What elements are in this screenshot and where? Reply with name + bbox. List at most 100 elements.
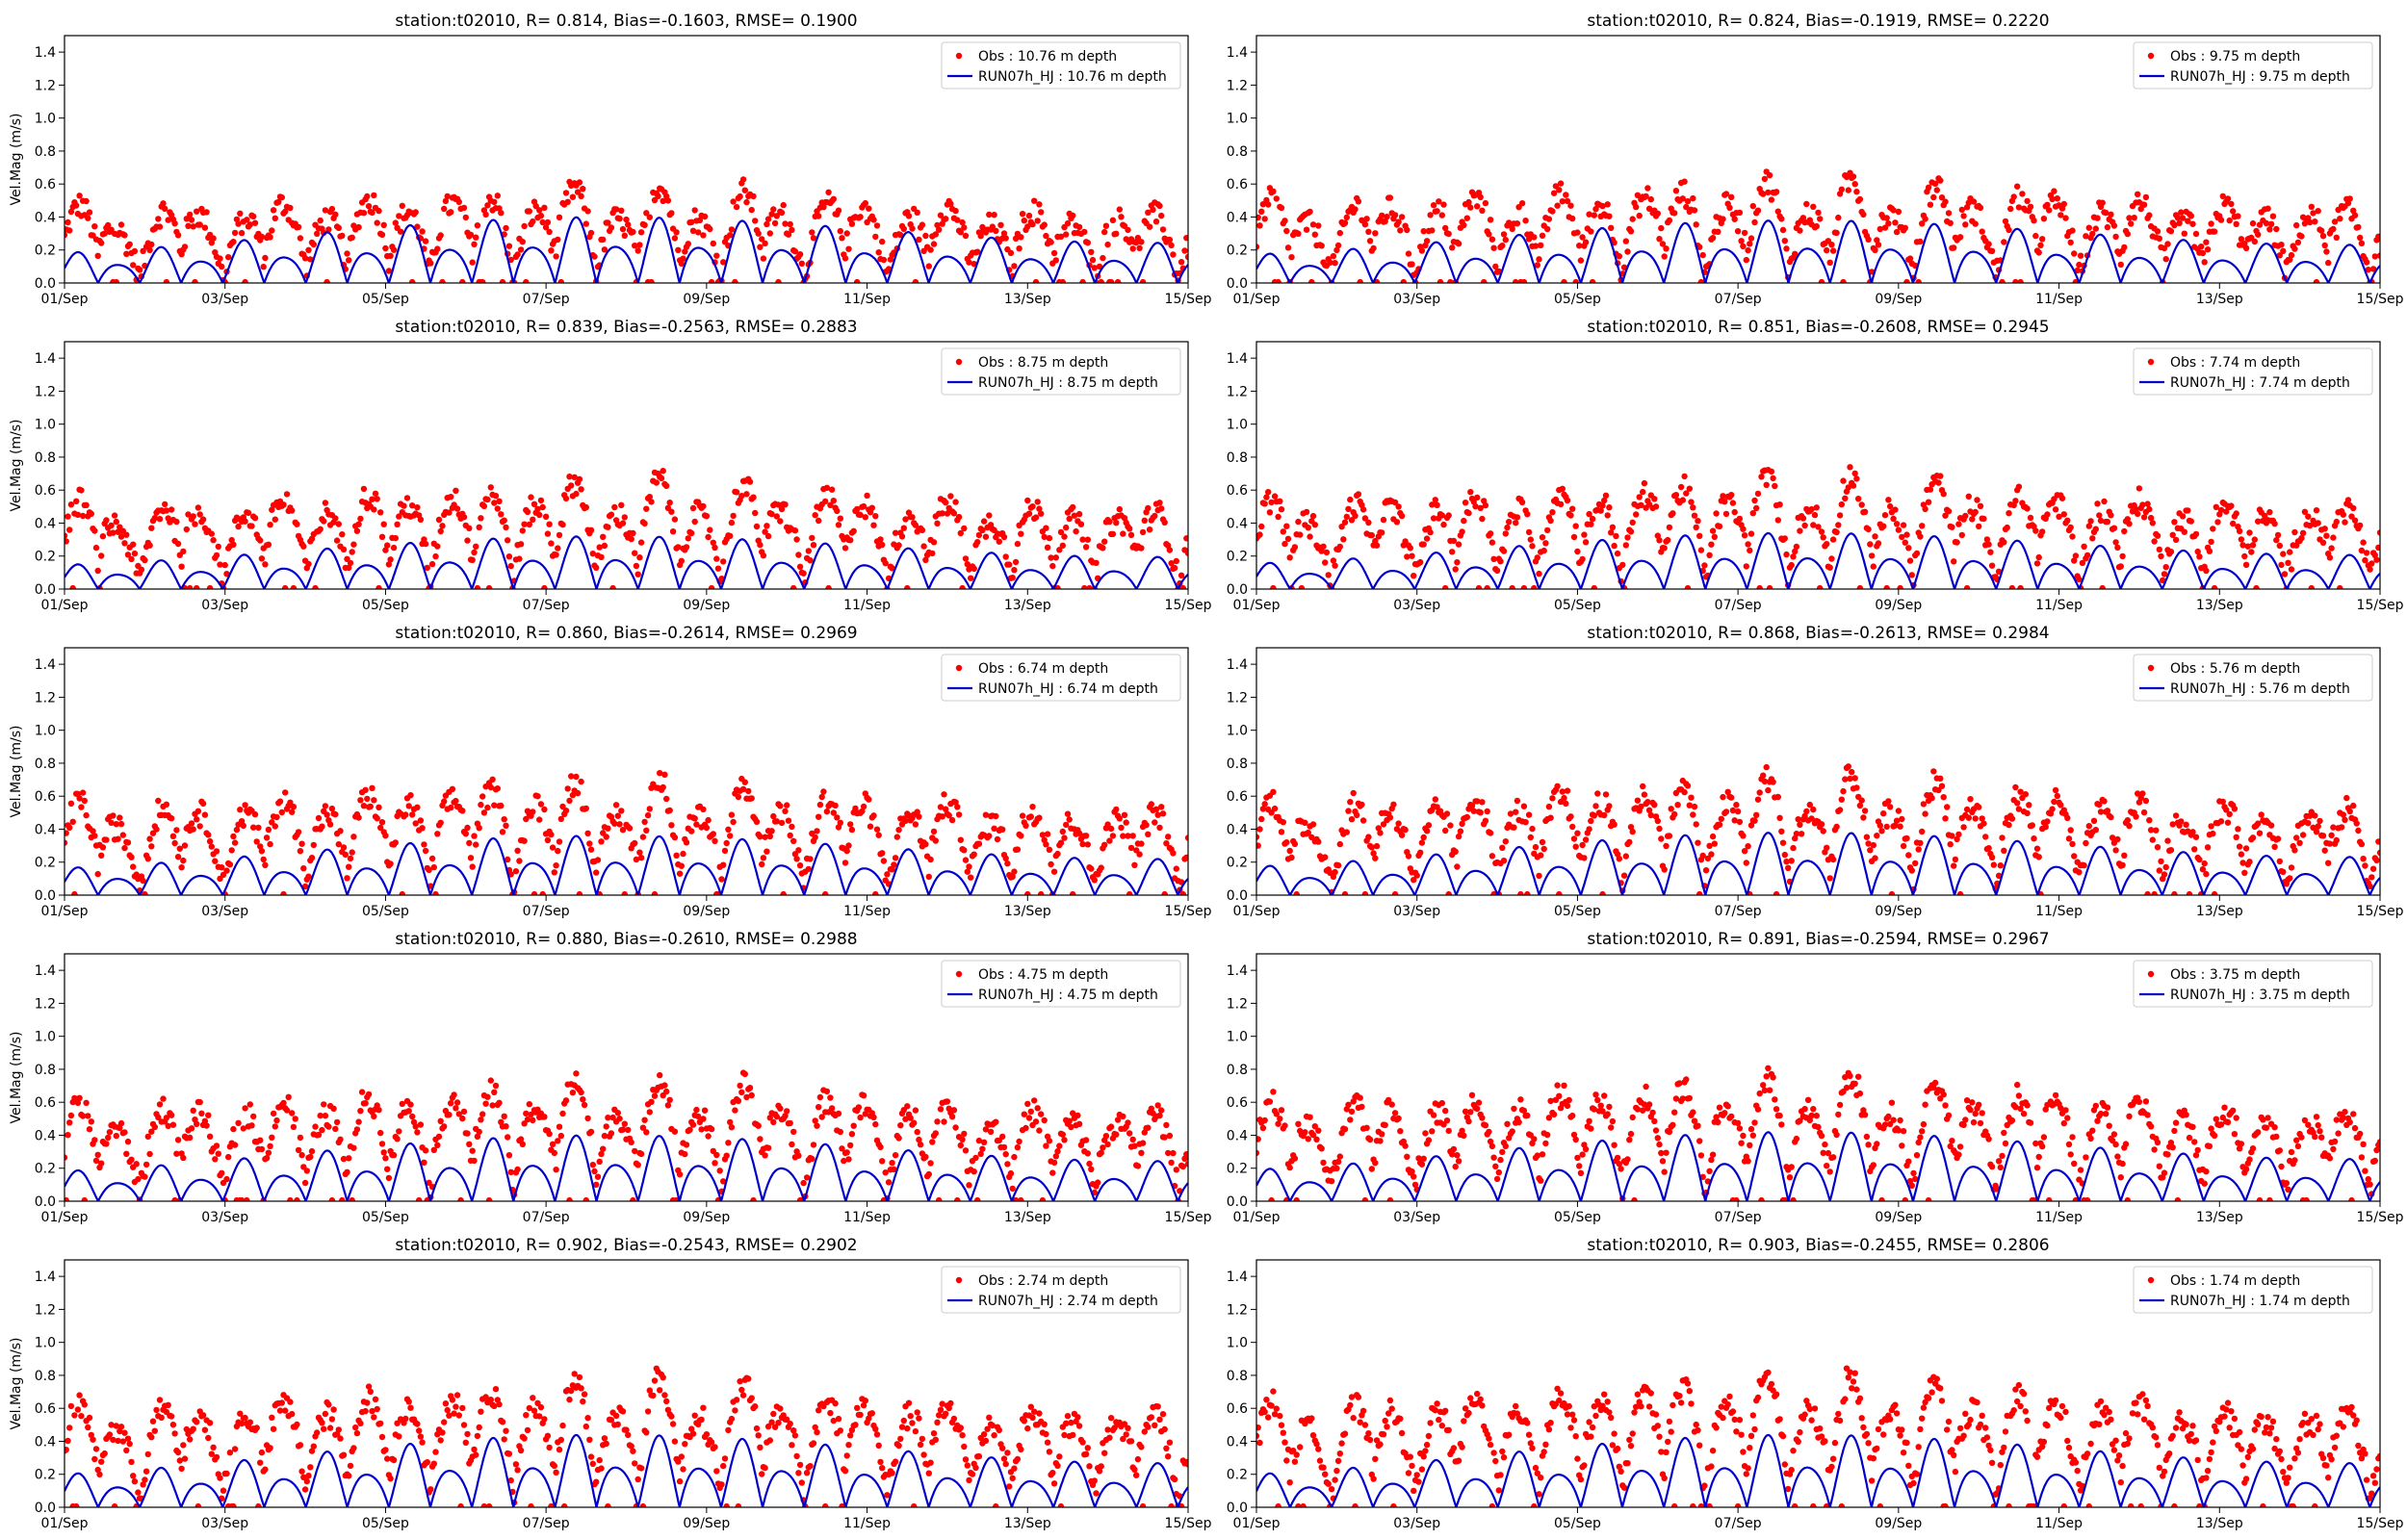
obs-point — [1288, 254, 1295, 261]
obs-point — [1997, 862, 2004, 869]
obs-point — [1579, 234, 1586, 241]
obs-point — [317, 1112, 324, 1119]
obs-point — [1084, 841, 1092, 848]
obs-point — [1691, 207, 1698, 214]
obs-point — [2373, 857, 2380, 863]
obs-point — [377, 824, 384, 832]
obs-point — [641, 1116, 648, 1123]
x-tick-label: 03/Sep — [201, 904, 248, 919]
obs-point — [666, 1096, 673, 1104]
obs-point — [407, 1101, 414, 1108]
model-line — [1256, 531, 2380, 589]
obs-point — [1606, 803, 1613, 809]
obs-point — [634, 1162, 641, 1168]
x-tick-label: 05/Sep — [1554, 598, 1601, 613]
x-tick-label: 13/Sep — [1004, 904, 1051, 919]
obs-point — [2253, 584, 2260, 589]
obs-point — [1793, 831, 1800, 837]
obs-point — [912, 522, 919, 528]
x-tick-label: 05/Sep — [362, 904, 409, 919]
obs-point — [2375, 838, 2380, 845]
obs-point — [683, 1142, 690, 1148]
obs-point — [1168, 560, 1175, 567]
obs-point — [1363, 216, 1370, 222]
axes-frame — [1255, 35, 2381, 284]
obs-point — [183, 526, 190, 533]
obs-point — [148, 525, 155, 531]
obs-point — [251, 219, 259, 226]
obs-point — [346, 564, 352, 572]
obs-point — [1987, 549, 1994, 555]
obs-point — [2313, 829, 2320, 835]
obs-point — [1895, 526, 1902, 533]
obs-point — [872, 1120, 879, 1128]
obs-point — [993, 812, 999, 820]
obs-point — [1347, 496, 1354, 503]
obs-point — [2255, 518, 2262, 525]
obs-point — [664, 197, 672, 204]
obs-point — [1858, 797, 1865, 804]
obs-point — [1347, 799, 1354, 806]
obs-point — [892, 529, 899, 536]
obs-point — [1420, 834, 1427, 841]
obs-point — [1928, 795, 1935, 802]
obs-point — [2031, 835, 2037, 842]
obs-point — [1113, 520, 1120, 526]
obs-point — [1016, 245, 1022, 252]
obs-point — [1089, 256, 1097, 264]
obs-point — [505, 243, 513, 249]
obs-scatter — [65, 770, 1188, 895]
obs-point — [771, 219, 779, 227]
obs-point — [2076, 261, 2083, 269]
obs-point — [269, 506, 275, 513]
obs-point — [517, 1136, 525, 1142]
obs-point — [2089, 230, 2096, 238]
obs-point — [105, 1134, 112, 1142]
obs-point — [600, 1145, 607, 1152]
obs-point — [671, 516, 679, 523]
obs-point — [208, 530, 215, 537]
obs-point — [1622, 853, 1630, 860]
obs-point — [2012, 783, 2019, 791]
obs-point — [536, 511, 543, 519]
obs-point — [165, 217, 171, 223]
obs-point — [86, 1126, 93, 1133]
obs-point — [1032, 278, 1040, 283]
obs-point — [2263, 219, 2270, 227]
obs-point — [695, 1113, 702, 1120]
obs-point — [1741, 848, 1748, 855]
obs-point — [519, 527, 526, 534]
obs-point — [1525, 528, 1533, 536]
obs-point — [814, 828, 820, 834]
obs-point — [163, 507, 170, 514]
obs-point — [2074, 267, 2081, 274]
axes-frame — [64, 647, 1189, 896]
obs-point — [2196, 856, 2203, 863]
obs-point — [83, 811, 90, 819]
obs-point — [2251, 238, 2258, 245]
obs-point — [909, 514, 916, 521]
obs-point — [1418, 839, 1426, 846]
obs-point — [328, 805, 336, 812]
obs-point — [144, 856, 151, 862]
obs-point — [1820, 828, 1826, 834]
obs-point — [584, 830, 591, 836]
obs-point — [1145, 209, 1152, 216]
obs-point — [2124, 516, 2131, 523]
obs-point — [1958, 531, 1966, 539]
obs-point — [474, 1133, 481, 1141]
obs-scatter — [1256, 763, 2380, 895]
obs-point — [1756, 789, 1763, 796]
obs-point — [1604, 512, 1611, 519]
obs-point — [136, 267, 143, 273]
obs-point — [1178, 572, 1185, 578]
obs-point — [453, 1099, 461, 1106]
obs-point — [2049, 195, 2056, 203]
obs-point — [1152, 806, 1160, 812]
obs-point — [688, 828, 695, 834]
obs-point — [868, 504, 875, 511]
obs-point — [733, 203, 740, 211]
obs-point — [1574, 548, 1581, 555]
model-line — [65, 216, 1188, 283]
